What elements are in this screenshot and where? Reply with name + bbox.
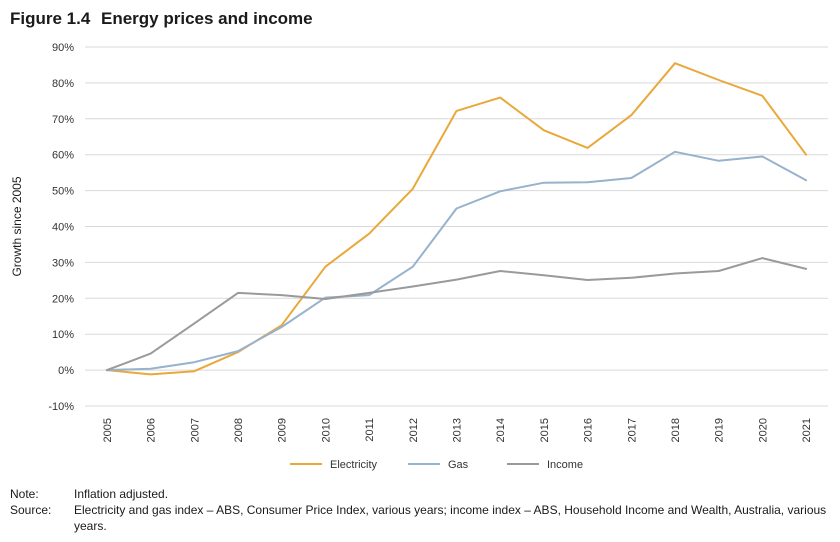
y-tick-label: 0% [58, 365, 74, 377]
legend-label: Electricity [330, 459, 378, 471]
y-axis-label: Growth since 2005 [10, 176, 24, 276]
x-tick-label: 2010 [320, 418, 332, 442]
y-tick-label: 50% [52, 186, 74, 198]
x-tick-label: 2014 [495, 418, 507, 442]
x-tick-label: 2018 [670, 418, 682, 442]
x-tick-label: 2009 [277, 418, 289, 442]
figure-notes: Note: Inflation adjusted. Source: Electr… [10, 486, 830, 534]
x-tick-label: 2020 [757, 418, 769, 442]
note-row: Note: Inflation adjusted. [10, 486, 830, 502]
x-tick-label: 2016 [583, 418, 595, 442]
x-tick-label: 2019 [714, 418, 726, 442]
y-tick-label: 80% [52, 78, 74, 90]
series-line-electricity [105, 62, 808, 376]
figure-number: Figure 1.4 [10, 9, 91, 28]
x-tick-label: 2021 [801, 418, 813, 442]
y-tick-label: 30% [52, 257, 74, 269]
line-chart: -10% 0% 10% 20% 30% 40% 50% 60% 70% 80% 90% 2005 200… [10, 42, 828, 471]
x-tick-label: 2012 [408, 418, 420, 442]
x-tick-label: 2005 [102, 418, 114, 442]
y-tick-label: 70% [52, 114, 74, 126]
y-tick-label: 40% [52, 222, 74, 234]
y-tick-label: -10% [48, 401, 74, 413]
source-text: Electricity and gas index – ABS, Consume… [74, 503, 827, 533]
note-text: Inflation adjusted. [74, 487, 169, 501]
y-tick-label: 60% [52, 150, 74, 162]
series-line-income [105, 257, 808, 372]
figure-title: Energy prices and income [101, 9, 313, 28]
y-tick-label: 20% [52, 293, 74, 305]
source-row: Source: Electricity and gas index – ABS,… [10, 502, 830, 534]
x-tick-label: 2008 [233, 418, 245, 442]
legend-label: Gas [448, 459, 469, 471]
note-label: Note: [10, 487, 39, 501]
source-label: Source: [10, 503, 52, 517]
y-tick-label: 90% [52, 42, 74, 54]
x-tick-label: 2011 [364, 418, 376, 442]
x-tick-label: 2007 [189, 418, 201, 442]
series-line-gas [105, 150, 808, 372]
figure-header: Figure 1.4 Energy prices and income [10, 9, 313, 29]
y-tick-label: 10% [52, 329, 74, 341]
x-tick-label: 2006 [146, 418, 158, 442]
x-tick-label: 2013 [452, 418, 464, 442]
legend-label: Income [547, 459, 583, 471]
x-tick-label: 2017 [626, 418, 638, 442]
x-tick-label: 2015 [539, 418, 551, 442]
